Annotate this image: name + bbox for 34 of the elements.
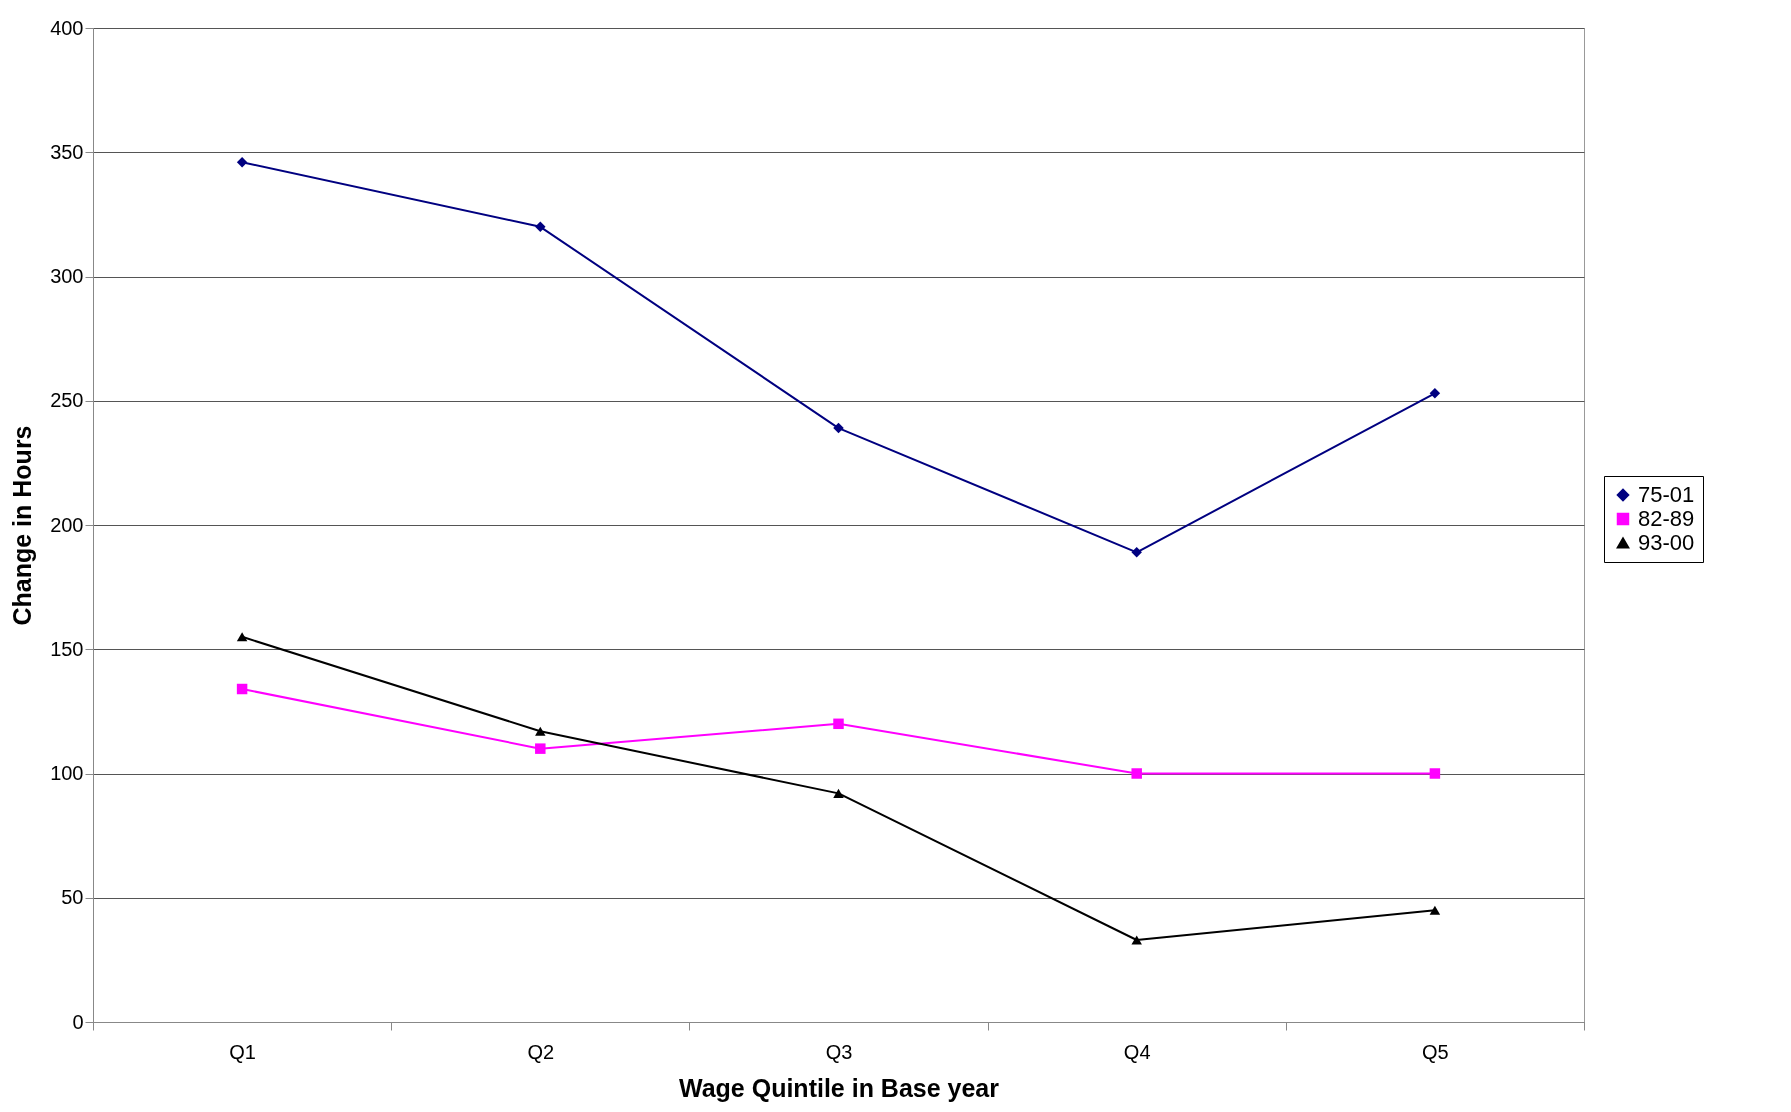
y-tick-label: 150	[50, 637, 84, 660]
x-axis-title: Wage Quintile in Base year	[678, 1073, 1000, 1102]
x-tick-label: Q2	[527, 1040, 555, 1063]
point	[1131, 547, 1142, 558]
point	[833, 718, 844, 730]
legend-label: 75-01	[1638, 482, 1695, 507]
point	[1131, 935, 1142, 945]
x-tick-label: Q3	[825, 1040, 853, 1063]
point	[1429, 768, 1441, 779]
point	[535, 726, 546, 736]
point	[236, 156, 248, 168]
point	[833, 788, 844, 798]
point	[236, 632, 248, 642]
y-tick-label: 250	[50, 389, 84, 412]
legend-label: 82-89	[1638, 506, 1695, 531]
x-tick-label: Q1	[229, 1040, 256, 1063]
point	[236, 683, 248, 695]
point	[1429, 905, 1441, 915]
y-tick-label: 300	[50, 265, 84, 287]
y-tick-label: 400	[50, 16, 84, 39]
point	[535, 743, 546, 754]
x-tick-label: Q4	[1123, 1040, 1151, 1063]
legend-label: 93-00	[1638, 530, 1695, 555]
y-tick-label: 350	[50, 140, 84, 163]
y-tick-label: 50	[61, 886, 84, 909]
x-tick-label: Q5	[1422, 1040, 1449, 1063]
y-tick-label: 100	[50, 762, 84, 784]
y-tick-label: 200	[50, 513, 84, 536]
point	[535, 221, 546, 233]
y-tick-label: 0	[72, 1010, 84, 1033]
point	[833, 422, 844, 434]
point	[1429, 388, 1441, 399]
y-axis-title: Change in Hours	[8, 425, 37, 626]
point	[1131, 768, 1142, 779]
